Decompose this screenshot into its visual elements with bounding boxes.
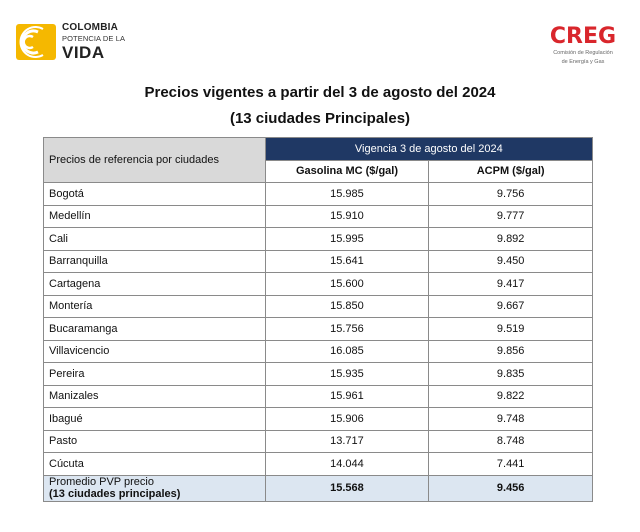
table-row: Pereira 15.935 9.835 bbox=[43, 362, 593, 386]
city-cell: Cali bbox=[43, 227, 266, 251]
acpm-cell: 9.777 bbox=[428, 204, 593, 228]
city-cell: Bogotá bbox=[43, 182, 266, 206]
table-row: Medellín 15.910 9.777 bbox=[43, 204, 593, 228]
gasolina-cell: 15.850 bbox=[264, 294, 430, 318]
colombia-logo: COLOMBIA POTENCIA DE LA VIDA bbox=[16, 22, 125, 62]
creg-subtitle-2: de Energía y Gas bbox=[561, 58, 605, 65]
acpm-cell: 9.519 bbox=[428, 317, 593, 341]
city-cell: Bucaramanga bbox=[43, 317, 266, 341]
logo-vida-text: VIDA bbox=[62, 42, 105, 62]
average-label-line2: (13 ciudades principales) bbox=[49, 488, 181, 501]
gasolina-cell: 13.717 bbox=[264, 429, 430, 453]
acpm-cell: 9.835 bbox=[428, 362, 593, 386]
creg-brand: CREG bbox=[549, 24, 617, 49]
acpm-cell: 9.667 bbox=[428, 294, 593, 318]
acpm-cell: 8.748 bbox=[428, 429, 593, 453]
logo-colombia-text: COLOMBIA bbox=[62, 22, 119, 34]
acpm-cell: 9.748 bbox=[428, 407, 593, 431]
city-cell: Villavicencio bbox=[43, 339, 266, 363]
city-cell: Montería bbox=[43, 294, 266, 318]
acpm-cell: 9.417 bbox=[428, 272, 593, 296]
acpm-cell: 9.892 bbox=[428, 227, 593, 251]
page-title: Precios vigentes a partir del 3 de agost… bbox=[144, 84, 496, 101]
table-row: Montería 15.850 9.667 bbox=[43, 294, 593, 318]
city-cell: Cúcuta bbox=[43, 452, 266, 476]
gasolina-cell: 15.600 bbox=[264, 272, 430, 296]
average-acpm: 9.456 bbox=[428, 474, 593, 502]
table-row: Cali 15.995 9.892 bbox=[43, 227, 593, 251]
table-row: Manizales 15.961 9.822 bbox=[43, 384, 593, 408]
table-row: Bucaramanga 15.756 9.519 bbox=[43, 317, 593, 341]
creg-logo: CREG Comisión de Regulación de Energía y… bbox=[546, 26, 620, 65]
creg-subtitle-1: Comisión de Regulación bbox=[553, 50, 613, 56]
gasolina-cell: 16.085 bbox=[264, 339, 430, 363]
average-label-line1: Promedio PVP precio bbox=[49, 475, 154, 488]
table-row: Ibagué 15.906 9.748 bbox=[43, 407, 593, 431]
header-reference-label: Precios de referencia por ciudades bbox=[43, 137, 266, 183]
gasolina-cell: 15.995 bbox=[264, 227, 430, 251]
acpm-cell: 7.441 bbox=[428, 452, 593, 476]
gasolina-cell: 15.961 bbox=[264, 384, 430, 408]
acpm-cell: 9.822 bbox=[428, 384, 593, 408]
average-label: Promedio PVP precio (13 ciudades princip… bbox=[43, 474, 266, 502]
gasolina-cell: 15.910 bbox=[264, 204, 430, 228]
gasolina-cell: 15.935 bbox=[264, 362, 430, 386]
logo-potencia-text: POTENCIA DE LA bbox=[62, 34, 126, 44]
average-row: Promedio PVP precio (13 ciudades princip… bbox=[43, 474, 593, 502]
city-cell: Pasto bbox=[43, 429, 266, 453]
table-row: Pasto 13.717 8.748 bbox=[43, 429, 593, 453]
city-cell: Manizales bbox=[43, 384, 266, 408]
gasolina-cell: 15.756 bbox=[264, 317, 430, 341]
acpm-cell: 9.756 bbox=[428, 182, 593, 206]
city-cell: Ibagué bbox=[43, 407, 266, 431]
city-cell: Cartagena bbox=[43, 272, 266, 296]
table-row: Cartagena 15.600 9.417 bbox=[43, 272, 593, 296]
header-acpm: ACPM ($/gal) bbox=[428, 159, 593, 183]
gasolina-cell: 15.985 bbox=[264, 182, 430, 206]
table-row: Bogotá 15.985 9.756 bbox=[43, 182, 593, 206]
city-cell: Barranquilla bbox=[43, 249, 266, 273]
table-row: Villavicencio 16.085 9.856 bbox=[43, 339, 593, 363]
page-subtitle: (13 ciudades Principales) bbox=[229, 110, 411, 127]
gasolina-cell: 14.044 bbox=[264, 452, 430, 476]
table-row: Barranquilla 15.641 9.450 bbox=[43, 249, 593, 273]
city-cell: Pereira bbox=[43, 362, 266, 386]
gasolina-cell: 15.906 bbox=[264, 407, 430, 431]
acpm-cell: 9.856 bbox=[428, 339, 593, 363]
acpm-cell: 9.450 bbox=[428, 249, 593, 273]
average-gasolina: 15.568 bbox=[264, 474, 430, 502]
prices-table: Precios de referencia por ciudades Vigen… bbox=[43, 137, 594, 502]
table-row: Cúcuta 14.044 7.441 bbox=[43, 452, 593, 476]
header-vigencia: Vigencia 3 de agosto del 2024 bbox=[264, 137, 594, 161]
gasolina-cell: 15.641 bbox=[264, 249, 430, 273]
header-gasolina: Gasolina MC ($/gal) bbox=[264, 159, 430, 183]
colombia-wave-icon bbox=[16, 24, 56, 60]
city-cell: Medellín bbox=[43, 204, 266, 228]
